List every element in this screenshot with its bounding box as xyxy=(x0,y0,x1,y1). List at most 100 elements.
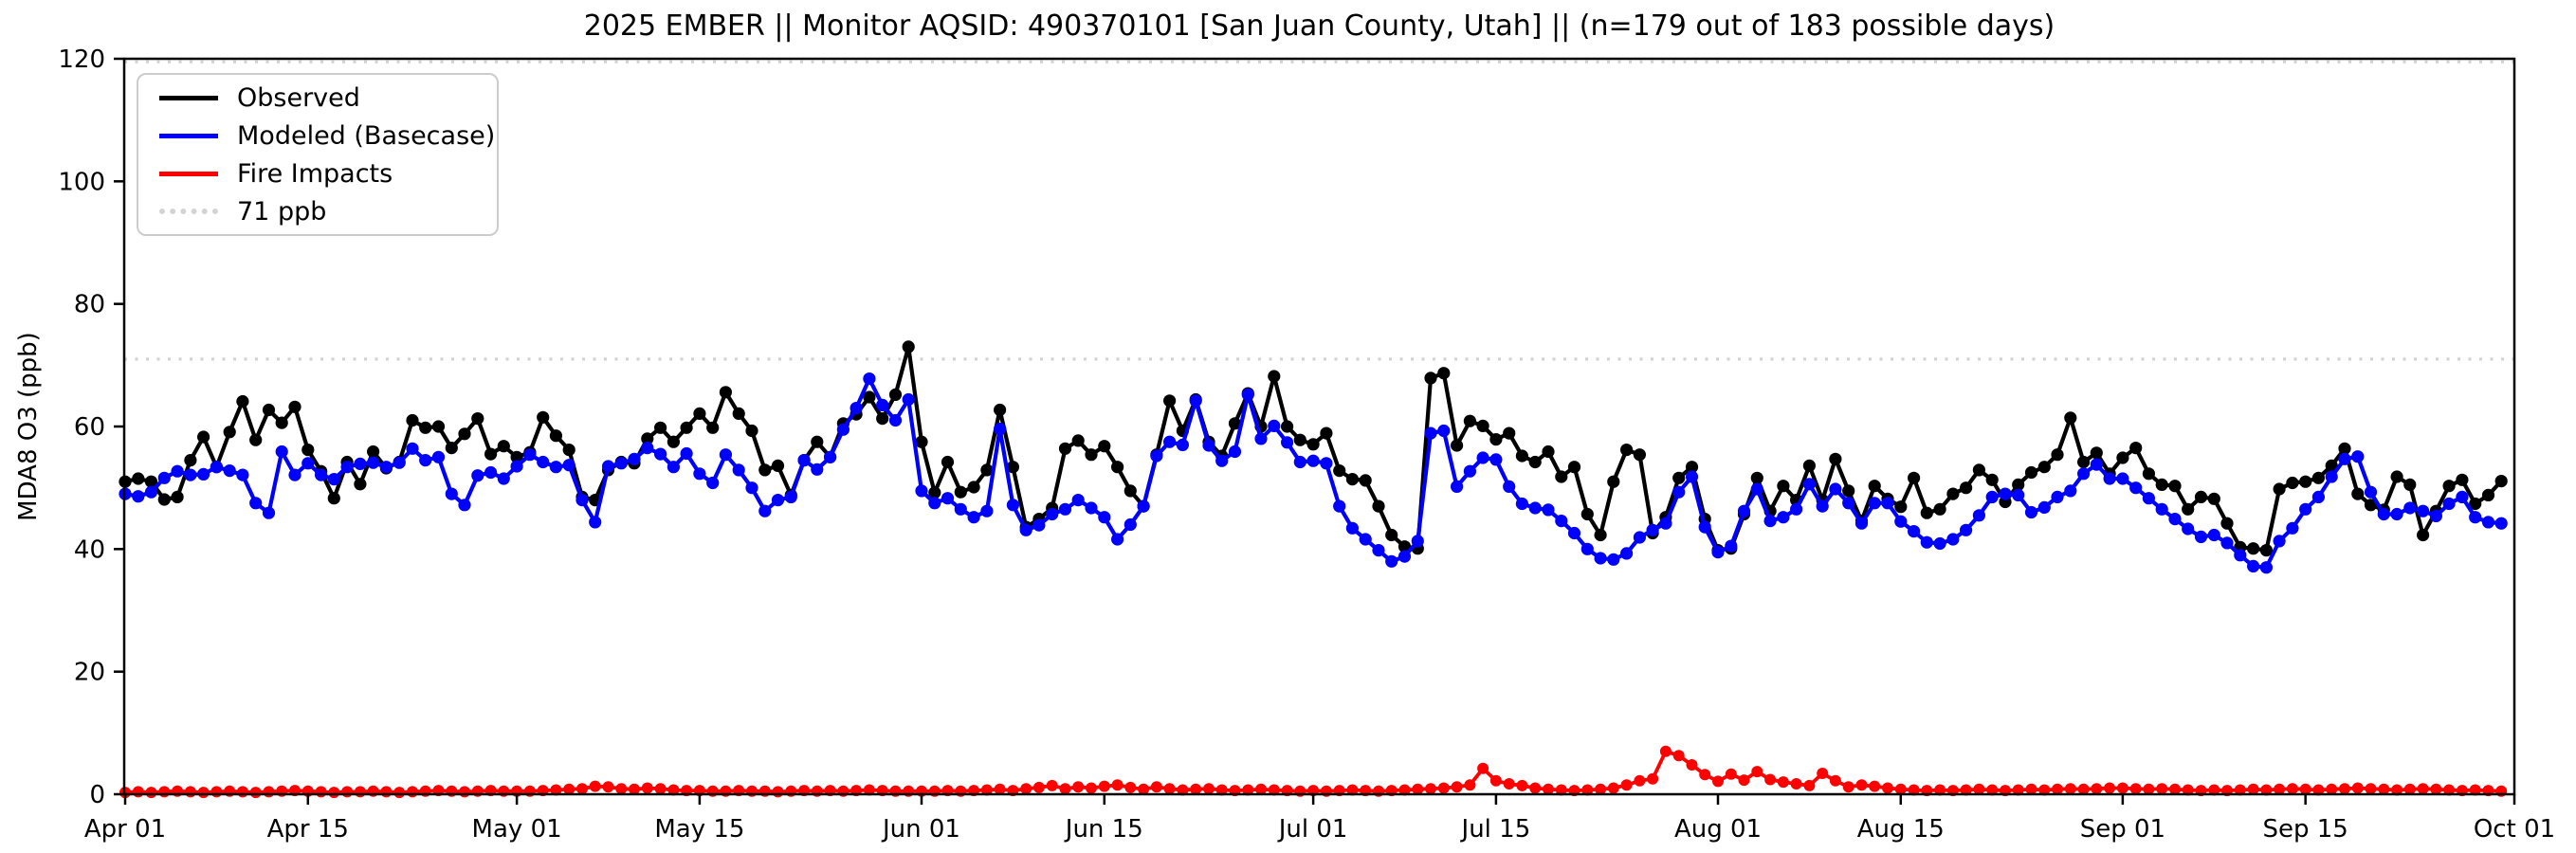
data-point xyxy=(589,516,602,529)
data-point xyxy=(458,427,471,441)
data-point xyxy=(1425,783,1436,795)
data-point xyxy=(2274,783,2286,795)
data-point xyxy=(2025,783,2037,795)
data-point xyxy=(1543,783,1554,795)
data-point xyxy=(197,430,210,444)
data-point xyxy=(510,460,523,473)
data-point xyxy=(876,412,889,426)
data-point xyxy=(628,452,641,465)
data-point xyxy=(1228,417,1242,430)
x-tick-label: Sep 01 xyxy=(2080,815,2165,844)
data-point xyxy=(1515,449,1528,463)
data-point xyxy=(327,473,340,486)
data-point xyxy=(184,468,197,481)
data-point xyxy=(1882,782,1893,794)
data-point xyxy=(1464,779,1476,791)
data-point xyxy=(1163,435,1177,448)
data-point xyxy=(393,787,406,799)
data-point xyxy=(2234,549,2247,562)
data-point xyxy=(132,472,145,485)
data-point xyxy=(1176,438,1189,451)
data-point xyxy=(1150,449,1163,463)
data-point xyxy=(1503,480,1516,493)
data-point xyxy=(1032,781,1045,793)
data-point xyxy=(197,467,210,481)
data-point xyxy=(1595,783,1607,795)
data-point xyxy=(157,471,171,484)
data-point xyxy=(1972,509,1985,522)
data-point xyxy=(2338,442,2351,455)
data-point xyxy=(693,407,706,420)
data-point xyxy=(1894,515,1908,528)
data-point xyxy=(1203,783,1215,795)
legend-item-modeled: Modeled (Basecase) xyxy=(138,117,497,154)
data-point xyxy=(1594,552,1607,565)
data-point xyxy=(2090,458,2103,471)
data-point xyxy=(550,784,562,796)
data-point xyxy=(2051,448,2064,462)
data-point xyxy=(1646,523,1659,536)
data-point xyxy=(1058,502,1072,516)
data-point xyxy=(615,783,628,795)
data-point xyxy=(1437,367,1451,380)
data-point xyxy=(1411,535,1424,548)
data-point xyxy=(2194,490,2208,504)
data-point xyxy=(2116,782,2128,794)
data-point xyxy=(915,435,928,448)
data-point xyxy=(171,490,184,504)
data-point xyxy=(902,392,915,407)
data-point xyxy=(2247,559,2260,573)
data-point xyxy=(888,413,903,427)
data-point xyxy=(1816,499,1829,513)
data-point xyxy=(1633,448,1646,462)
data-point xyxy=(1607,475,1620,488)
data-point xyxy=(1855,779,1868,791)
data-point xyxy=(1398,784,1411,796)
data-point xyxy=(354,786,366,798)
data-point xyxy=(2220,536,2234,550)
data-point xyxy=(1398,550,1412,563)
data-point xyxy=(1098,511,1111,524)
data-point xyxy=(1960,523,1973,536)
data-point xyxy=(967,481,980,494)
data-point xyxy=(1542,503,1555,517)
data-point xyxy=(1516,779,1528,791)
data-point xyxy=(2456,473,2469,486)
data-point xyxy=(431,450,446,463)
y-tick-label: 100 xyxy=(58,168,105,196)
data-point xyxy=(2286,783,2298,795)
data-point xyxy=(2469,784,2481,796)
data-point xyxy=(2051,490,2064,504)
data-point xyxy=(1241,388,1254,401)
data-point xyxy=(458,499,471,512)
data-point xyxy=(1528,501,1542,515)
data-point xyxy=(132,786,144,798)
data-point xyxy=(2077,783,2090,795)
data-point xyxy=(863,372,876,386)
data-point xyxy=(680,421,693,434)
data-point xyxy=(2012,478,2025,491)
data-point xyxy=(1542,445,1555,459)
data-point xyxy=(2155,478,2168,491)
data-point xyxy=(994,403,1007,417)
data-point xyxy=(2378,783,2390,795)
data-point xyxy=(641,442,654,455)
data-point xyxy=(1515,497,1528,511)
x-tick-label: Sep 15 xyxy=(2262,815,2348,844)
data-point xyxy=(1790,502,1803,516)
data-point xyxy=(1842,484,1855,498)
data-point xyxy=(197,787,210,799)
data-point xyxy=(2259,561,2273,574)
data-point xyxy=(1059,783,1071,795)
data-point xyxy=(249,433,263,446)
data-point xyxy=(654,447,667,461)
data-point xyxy=(1528,455,1542,469)
data-point xyxy=(145,787,157,799)
data-point xyxy=(1620,444,1634,457)
data-point xyxy=(537,410,550,424)
data-point xyxy=(1072,781,1085,793)
data-point xyxy=(888,388,903,401)
data-point xyxy=(393,456,406,469)
data-point xyxy=(1581,784,1594,796)
